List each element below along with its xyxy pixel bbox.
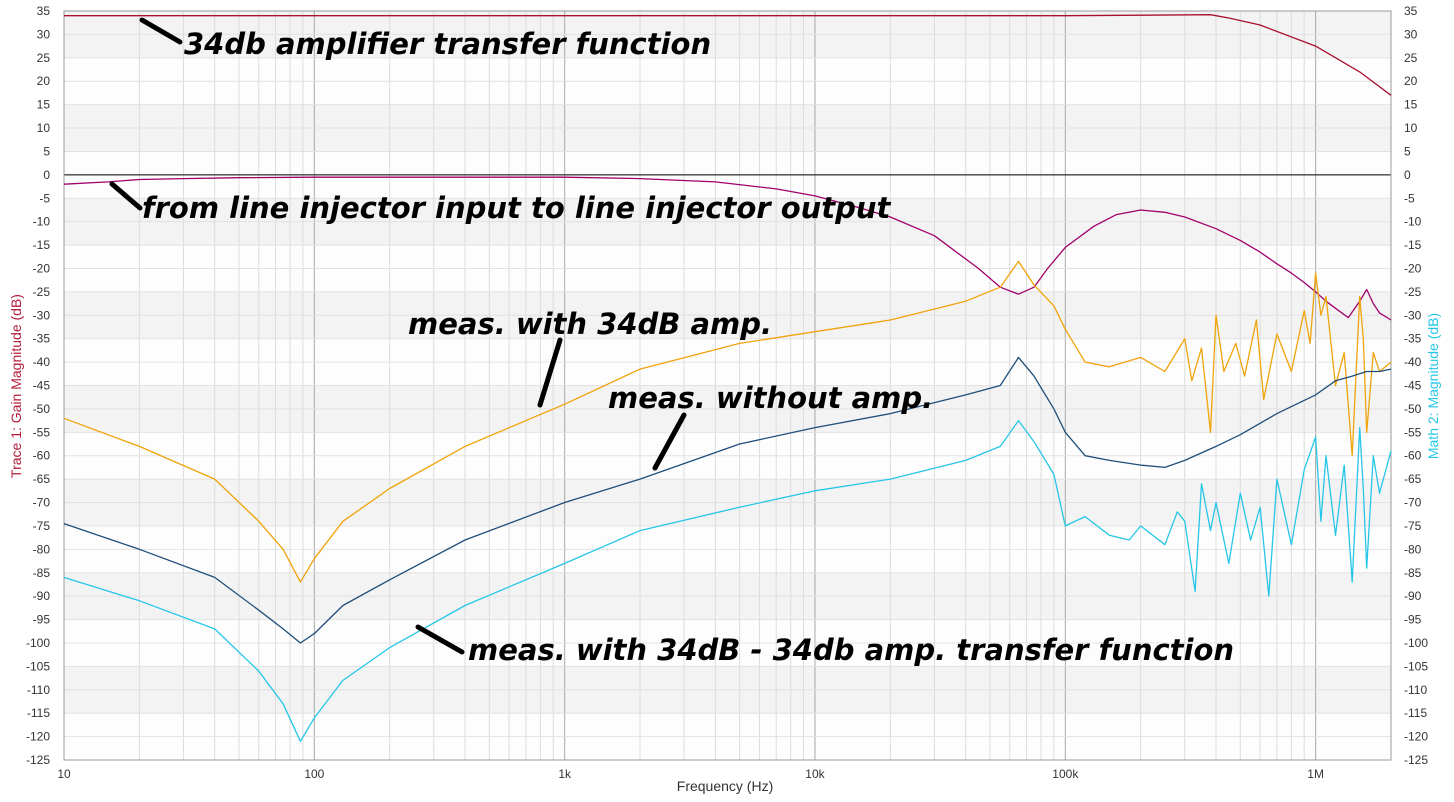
y-left-tick-label: -125 — [26, 753, 50, 767]
y-right-tick-label: 30 — [1404, 27, 1418, 41]
y-left-tick-label: -120 — [26, 730, 50, 744]
y-left-tick-label: -115 — [27, 706, 50, 720]
y-left-tick-label: -60 — [33, 449, 51, 463]
y-right-tick-label: -65 — [1404, 472, 1422, 486]
y-right-tick-label: 10 — [1404, 121, 1418, 135]
y-right-tick-label: -105 — [1404, 659, 1428, 673]
y-right-tick-label: -50 — [1404, 402, 1422, 416]
series-without_amp — [63, 356, 1392, 644]
y-right-tick-label: -80 — [1404, 542, 1422, 556]
y-left-tick-label: 30 — [37, 27, 51, 41]
annotation-pointer — [139, 17, 183, 45]
y-axis-left-ticks: 35 30 25 20 15 10 5 0 -5 -10 -15 -20 -25 -30 -35 -40 -45… — [26, 4, 50, 767]
series-compensated — [63, 419, 1392, 742]
y-left-tick-label: -40 — [33, 355, 51, 369]
y-right-tick-label: -5 — [1404, 191, 1415, 205]
y-right-tick-label: -125 — [1404, 753, 1428, 767]
major-grid — [63, 10, 1391, 761]
y-left-tick-label: -5 — [39, 191, 50, 205]
y-left-tick-label: -80 — [33, 542, 51, 556]
annotation-pointer — [652, 412, 687, 471]
y-left-tick-label: -75 — [33, 519, 51, 533]
y-left-tick-label: -35 — [33, 332, 51, 346]
y-left-tick-label: 15 — [37, 98, 51, 112]
y-left-tick-label: -105 — [26, 659, 50, 673]
y-right-tick-label: -75 — [1404, 519, 1422, 533]
x-tick-label: 1k — [558, 767, 572, 781]
y-left-tick-label: 20 — [37, 74, 51, 88]
y-left-tick-label: -20 — [33, 261, 51, 275]
annotation-label: meas. without amp. — [608, 381, 933, 415]
y-right-tick-label: 25 — [1404, 51, 1418, 65]
plot-frame — [63, 10, 1392, 761]
y-right-tick-label: -120 — [1404, 730, 1428, 744]
x-tick-label: 100k — [1052, 767, 1079, 781]
y-right-tick-label: -20 — [1404, 261, 1422, 275]
annotation-label: from line injector input to line injecto… — [142, 191, 892, 225]
y-left-tick-label: -50 — [33, 402, 51, 416]
y-right-tick-label: -15 — [1404, 238, 1422, 252]
y-right-tick-label: -35 — [1404, 332, 1422, 346]
y-right-tick-label: -10 — [1404, 215, 1422, 229]
y-left-tick-label: 0 — [43, 168, 50, 182]
series-amp_tf — [64, 14, 1392, 96]
x-tick-label: 100 — [304, 767, 324, 781]
y-right-tick-label: 0 — [1404, 168, 1411, 182]
y-left-tick-label: -90 — [33, 589, 51, 603]
y-left-tick-label: -100 — [26, 636, 50, 650]
y-right-tick-label: 15 — [1404, 98, 1418, 112]
y-right-tick-label: -95 — [1404, 613, 1422, 627]
y-left-tick-label: -30 — [33, 308, 51, 322]
y-left-tick-label: -25 — [33, 285, 51, 299]
y-right-tick-label: -110 — [1404, 683, 1427, 697]
y-left-tick-label: 35 — [37, 4, 51, 18]
y-right-tick-label: 20 — [1404, 74, 1418, 88]
y-right-tick-label: -115 — [1404, 706, 1427, 720]
y-left-tick-label: -55 — [33, 425, 51, 439]
y-left-tick-label: -65 — [33, 472, 51, 486]
x-axis-ticks: 10 100 1k 10k 100k 1M — [57, 767, 1324, 781]
y-left-tick-label: -10 — [33, 215, 51, 229]
y-left-tick-label: -15 — [33, 238, 51, 252]
annotation-label: 34db amplifier transfer function — [184, 27, 711, 61]
y-right-tick-label: -100 — [1404, 636, 1428, 650]
annotation-pointer — [109, 181, 143, 211]
series-lines — [63, 14, 1392, 742]
x-tick-label: 10 — [57, 767, 71, 781]
annotation-label: meas. with 34dB - 34db amp. transfer fun… — [468, 633, 1234, 667]
y-axis-left-title: Trace 1: Gain Magnitude (dB) — [8, 294, 24, 478]
y-left-tick-label: 10 — [37, 121, 51, 135]
annotation-label: meas. with 34dB amp. — [408, 307, 772, 341]
y-right-tick-label: -85 — [1404, 566, 1422, 580]
y-right-tick-label: -70 — [1404, 496, 1422, 510]
y-right-tick-label: 5 — [1404, 144, 1411, 158]
y-right-tick-label: -55 — [1404, 425, 1422, 439]
x-axis-title: Frequency (Hz) — [677, 778, 773, 794]
annotations: 34db amplifier transfer function from lin… — [109, 17, 1234, 667]
y-axis-right-ticks: 35 30 25 20 15 10 5 0 -5 -10 -15 -20 -25 -30 -35 -40 -45… — [1404, 4, 1428, 767]
y-left-tick-label: -70 — [33, 496, 51, 510]
y-left-tick-label: -95 — [33, 613, 51, 627]
annotation-pointer — [537, 337, 563, 408]
y-right-tick-label: -30 — [1404, 308, 1422, 322]
series-line_injector — [63, 176, 1392, 321]
y-left-tick-label: -45 — [33, 379, 51, 393]
y-left-tick-label: -85 — [33, 566, 51, 580]
y-right-tick-label: -90 — [1404, 589, 1422, 603]
x-tick-label: 1M — [1307, 767, 1324, 781]
y-right-tick-label: -60 — [1404, 449, 1422, 463]
y-axis-right-title: Math 2: Magnitude (dB) — [1425, 313, 1441, 459]
x-tick-label: 10k — [805, 767, 825, 781]
y-left-tick-label: 5 — [43, 144, 50, 158]
y-left-tick-label: 25 — [37, 51, 51, 65]
series-with_amp — [63, 260, 1392, 583]
y-right-tick-label: -40 — [1404, 355, 1422, 369]
y-right-tick-label: -45 — [1404, 379, 1422, 393]
annotation-pointer — [415, 624, 465, 655]
y-left-tick-label: -110 — [27, 683, 50, 697]
y-right-tick-label: 35 — [1404, 4, 1418, 18]
y-right-tick-label: -25 — [1404, 285, 1422, 299]
